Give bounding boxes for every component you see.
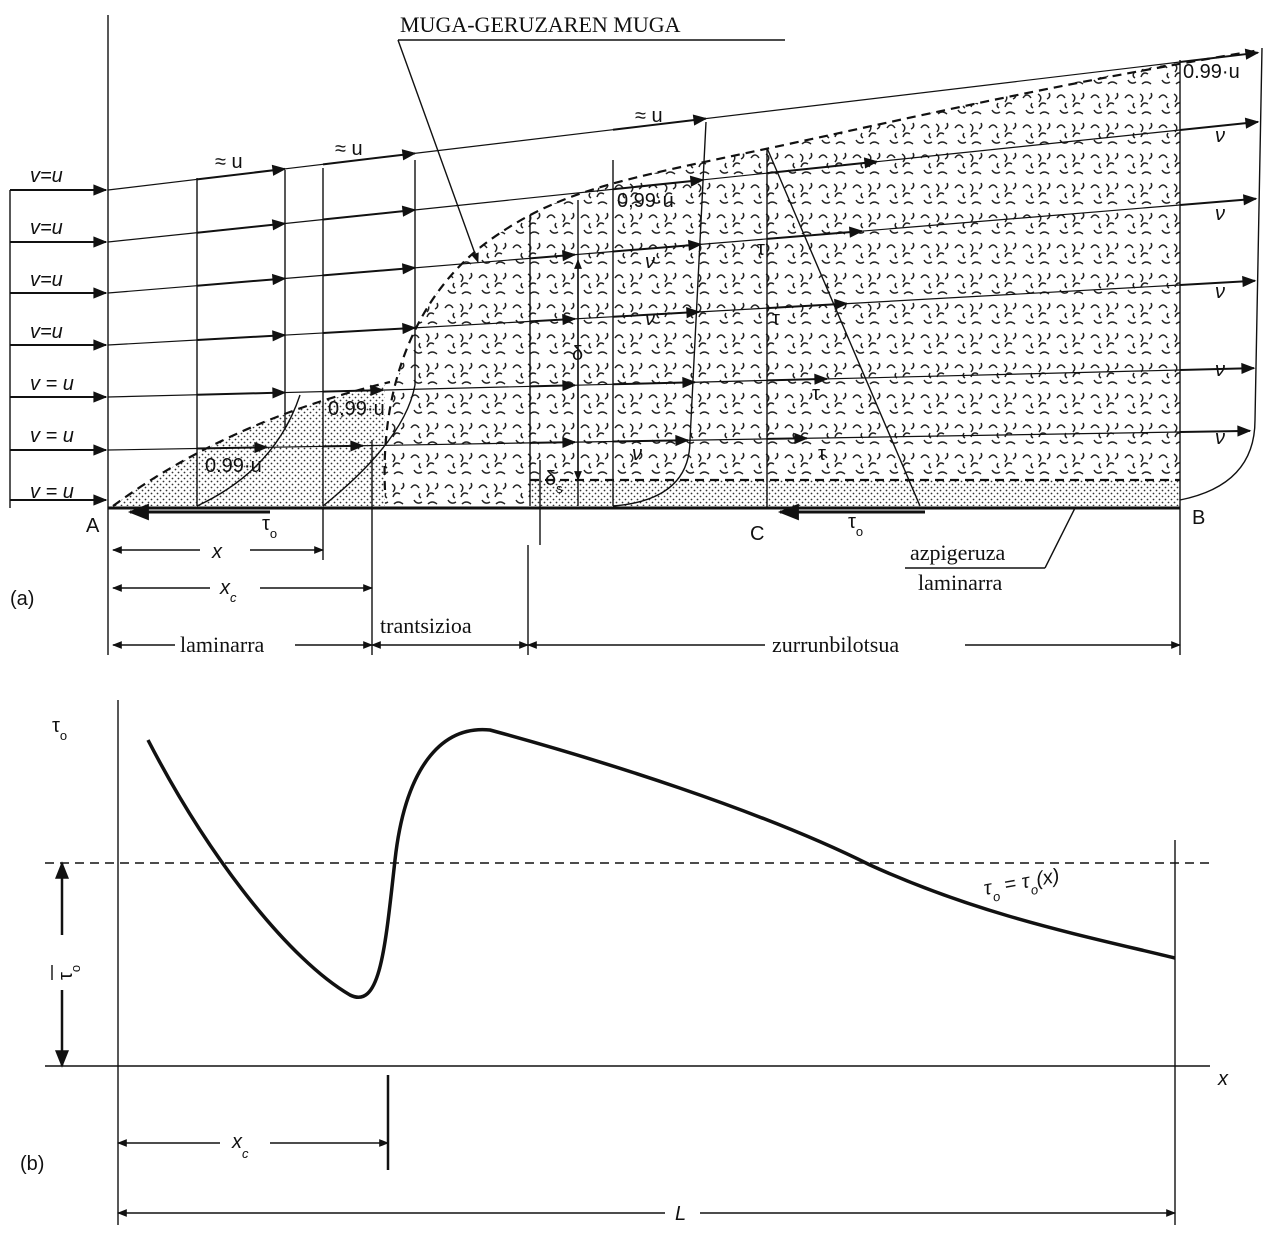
inlet-label: v = u — [30, 425, 74, 447]
boundary-layer-figure: MUGA-GERUZAREN MUGA v=u v=u v=u v=u v = … — [0, 0, 1280, 1235]
velocity-arrow — [323, 210, 415, 220]
sublayer-label: azpigeruza — [910, 540, 1005, 565]
point-label: C — [750, 523, 764, 545]
subscript: o — [60, 728, 67, 743]
inlet-label: v=u — [30, 217, 63, 239]
v-label: ν — [1215, 359, 1225, 381]
part-label: (a) — [10, 588, 34, 610]
wall-shear-label: τo — [848, 511, 863, 539]
wall-shear-label: τo — [262, 513, 277, 541]
part-b: τo τo x τo=τo(x) xc L (b) — [20, 700, 1229, 1226]
point-label: B — [1192, 507, 1205, 529]
y-axis-label: τo — [52, 715, 67, 743]
velocity-arrow — [197, 278, 285, 285]
symbol: τ — [262, 513, 270, 535]
v-label: ν — [1215, 281, 1225, 303]
velocity-arrow — [767, 438, 807, 439]
tau-label: τ — [818, 443, 826, 465]
edge-velocity-label: 0,99·u — [617, 190, 674, 212]
argument: (x) — [1034, 865, 1061, 891]
tau-label: τ — [757, 238, 765, 260]
inlet-label: v=u — [30, 269, 63, 291]
delta-label: δ — [572, 343, 583, 365]
subscript: o — [68, 965, 83, 972]
v-label: ν — [632, 443, 642, 465]
approx-label: ≈ u — [635, 105, 663, 127]
subscript: c — [242, 1146, 249, 1161]
part-label: (b) — [20, 1153, 44, 1175]
x-label: x — [211, 541, 223, 563]
equals: = — [1002, 873, 1017, 897]
symbol: τ — [52, 715, 60, 737]
edge-velocity-label: 0,99·u — [328, 398, 385, 420]
approx-label: ≈ u — [335, 138, 363, 160]
symbol: δ — [545, 468, 556, 490]
v-label: ν — [645, 308, 655, 330]
velocity-arrow — [197, 335, 285, 340]
velocity-arrow — [530, 442, 575, 443]
velocity-arrow — [197, 224, 285, 233]
sublayer-label: laminarra — [918, 570, 1003, 595]
length-label: L — [675, 1203, 686, 1225]
v-label: ν — [1215, 125, 1225, 147]
title-pointer — [398, 40, 478, 262]
velocity-arrow — [530, 385, 575, 386]
boundary-title: MUGA-GERUZAREN MUGA — [400, 12, 681, 37]
laminar-sublayer — [530, 480, 1180, 506]
subscript: o — [992, 889, 1002, 905]
v-label: ν — [1215, 427, 1225, 449]
velocity-arrow — [323, 268, 415, 276]
inlet-label: v = u — [30, 481, 74, 503]
subscript: o — [856, 524, 863, 539]
tau-label: τ — [812, 383, 820, 405]
x-axis-label: x — [1217, 1068, 1229, 1090]
tau-label: τ — [772, 308, 780, 330]
region-label: laminarra — [180, 632, 265, 657]
region-label: zurrunbilotsua — [772, 632, 899, 657]
subscript: c — [230, 590, 237, 605]
symbol: τ — [848, 511, 856, 533]
inlet-label: v=u — [30, 165, 63, 187]
edge-velocity-label: 0.99·u — [205, 455, 262, 477]
curve-label: τo=τo(x) — [982, 865, 1062, 906]
velocity-arrow — [323, 328, 415, 333]
velocity-arrow — [323, 446, 363, 447]
edge-velocity-label: 0.99·u — [1183, 61, 1240, 83]
velocity-arrow — [613, 440, 688, 441]
point-label: A — [86, 515, 100, 537]
subscript: s — [556, 481, 563, 496]
inlet-label: v=u — [30, 321, 63, 343]
approx-label: ≈ u — [215, 151, 243, 173]
subscript: o — [270, 526, 277, 541]
symbol: τ — [55, 972, 77, 980]
inlet-label: v = u — [30, 373, 74, 395]
sublayer-pointer — [1045, 508, 1075, 568]
label-bg — [50, 935, 80, 990]
velocity-arrow — [197, 447, 267, 448]
v-label: ν — [645, 251, 655, 273]
velocity-arrow — [197, 393, 285, 395]
label-bg — [200, 538, 250, 562]
v-label: ν — [1215, 203, 1225, 225]
part-a: MUGA-GERUZAREN MUGA v=u v=u v=u v=u v = … — [10, 12, 1262, 658]
region-label: trantsizioa — [380, 613, 472, 638]
